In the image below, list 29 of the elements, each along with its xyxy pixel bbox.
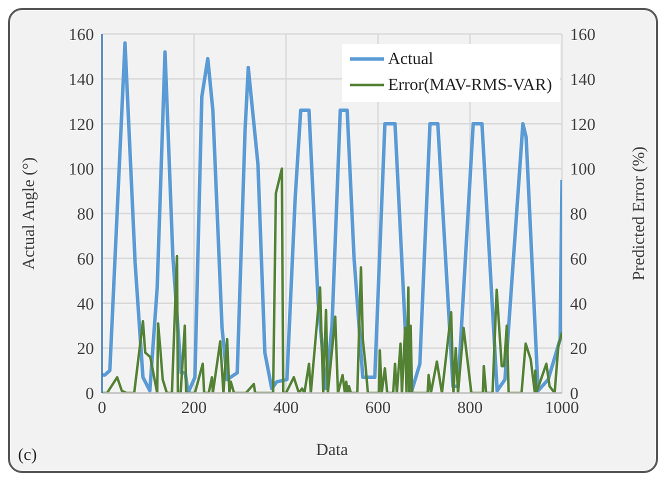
y-tick-label: 20 bbox=[77, 339, 94, 358]
y-tick-label: 0 bbox=[86, 384, 94, 404]
y-tick-label: 160 bbox=[68, 25, 94, 44]
y2-tick-label: 160 bbox=[570, 25, 596, 44]
legend-label: Actual bbox=[388, 48, 434, 70]
x-tick-label: 400 bbox=[273, 398, 299, 418]
x-tick-label: 0 bbox=[98, 398, 106, 418]
x-axis-title: Data bbox=[316, 440, 348, 459]
y2-tick-label: 140 bbox=[570, 70, 596, 89]
y-tick-label: 100 bbox=[68, 160, 94, 179]
y2-tick-label: 40 bbox=[570, 294, 587, 314]
y2-tick-label: 20 bbox=[570, 339, 587, 358]
y2-tick-label: 60 bbox=[570, 249, 587, 268]
y2-tick-label: 80 bbox=[570, 204, 587, 224]
legend-label: Error(MAV-RMS-VAR) bbox=[388, 74, 552, 96]
y-tick-label: 120 bbox=[68, 114, 94, 134]
text: (c) bbox=[18, 445, 37, 465]
y-axis-title: Actual Angle (°) bbox=[19, 157, 38, 270]
y2-axis-title: Predicted Error (%) bbox=[629, 146, 648, 281]
y-tick-label: 140 bbox=[68, 70, 94, 89]
x-tick-label: 1000 bbox=[545, 398, 579, 418]
y2-tick-label: 100 bbox=[570, 160, 596, 179]
x-tick-label: 200 bbox=[181, 398, 207, 418]
x-tick-label: 800 bbox=[457, 398, 483, 418]
y-tick-label: 60 bbox=[77, 249, 94, 268]
y2-tick-label: 120 bbox=[570, 114, 596, 134]
y-tick-label: 80 bbox=[77, 204, 94, 224]
y-tick-label: 40 bbox=[77, 294, 94, 314]
x-tick-label: 600 bbox=[365, 398, 391, 418]
